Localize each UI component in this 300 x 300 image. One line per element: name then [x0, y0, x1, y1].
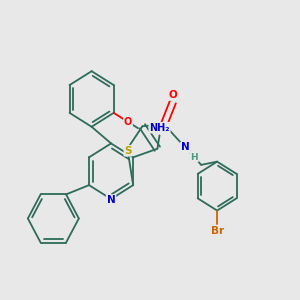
- Text: N: N: [181, 142, 190, 152]
- Text: S: S: [124, 146, 132, 156]
- Text: H: H: [190, 153, 198, 162]
- Text: N: N: [107, 195, 116, 205]
- Text: O: O: [124, 117, 132, 127]
- Text: Br: Br: [211, 226, 224, 236]
- Text: NH₂: NH₂: [149, 123, 170, 133]
- Text: O: O: [169, 90, 177, 100]
